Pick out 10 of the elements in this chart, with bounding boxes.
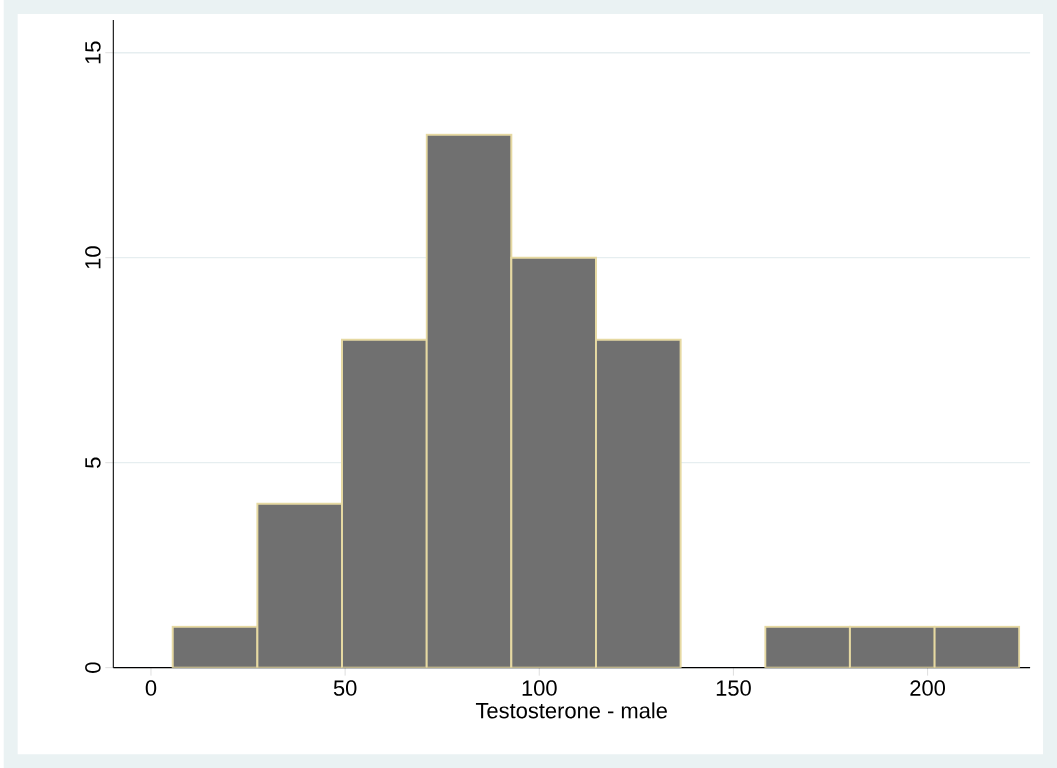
x-tick-label: 0 xyxy=(145,680,157,696)
x-tick-label: 50 xyxy=(333,680,357,696)
x-tick-label: 200 xyxy=(910,680,946,696)
x-axis-title: Testosterone - male xyxy=(475,702,667,719)
y-tick-label: 0 xyxy=(85,662,101,673)
y-tick-label: 10 xyxy=(85,246,101,269)
x-tick-label: 150 xyxy=(716,680,751,696)
y-tick-label: 5 xyxy=(85,457,101,468)
y-tick-label: 15 xyxy=(85,41,101,64)
x-tick-label: 100 xyxy=(522,680,557,696)
